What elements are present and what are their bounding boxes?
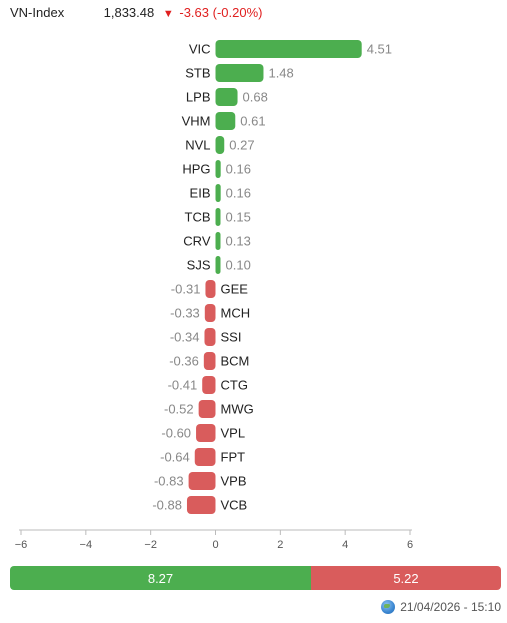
bar-fpt <box>194 448 216 466</box>
contribution-bar-chart: VIC 4.51 STB 1.48 LPB 0.68 VHM 0.61 NVL 0.27 HPG 0.… <box>15 40 413 551</box>
category-label-ssi: SSI <box>221 330 242 345</box>
bar-vcb <box>186 496 216 514</box>
bar-vpl <box>196 424 216 442</box>
category-label-tcb: TCB <box>185 210 211 225</box>
advance-decline-summary: 8.27 5.22 <box>10 566 501 590</box>
bar-mch <box>204 304 216 322</box>
index-change: -3.63 (-0.20%) <box>179 5 263 20</box>
value-label-bcm: -0.36 <box>169 354 199 369</box>
x-axis: −6 −4 −2 0 2 4 6 <box>15 529 413 551</box>
bar-sjs <box>215 256 221 274</box>
bar-vhm <box>215 112 236 130</box>
value-label-ctg: -0.41 <box>168 378 198 393</box>
category-label-vpl: VPL <box>221 426 246 441</box>
globe-icon <box>381 600 396 614</box>
category-label-stb: STB <box>185 66 210 81</box>
category-label-sjs: SJS <box>187 258 211 273</box>
bar-gee <box>205 280 216 298</box>
bar-crv <box>215 232 221 250</box>
bar-mwg <box>198 400 216 418</box>
value-label-lpb: 0.68 <box>243 90 268 105</box>
value-label-vcb: -0.88 <box>152 498 182 513</box>
x-tick-label: −6 <box>15 539 28 551</box>
category-label-vhm: VHM <box>182 114 211 129</box>
category-label-mch: MCH <box>221 306 251 321</box>
bar-eib <box>215 184 221 202</box>
value-label-eib: 0.16 <box>226 186 251 201</box>
bars-group: VIC 4.51 STB 1.48 LPB 0.68 VHM 0.61 NVL 0.27 HPG 0.… <box>152 40 392 514</box>
category-label-gee: GEE <box>221 282 249 297</box>
summary-down-bar: 5.22 <box>311 566 501 590</box>
value-label-ssi: -0.34 <box>170 330 200 345</box>
down-arrow-icon: ▼ <box>162 8 174 20</box>
category-label-vic: VIC <box>189 42 211 57</box>
value-label-gee: -0.31 <box>171 282 201 297</box>
bar-ssi <box>204 328 216 346</box>
bar-hpg <box>215 160 221 178</box>
bar-bcm <box>203 352 216 370</box>
category-label-nvl: NVL <box>185 138 210 153</box>
bar-vic <box>215 40 362 58</box>
bar-ctg <box>202 376 216 394</box>
bar-nvl <box>215 136 225 154</box>
x-tick-label: −4 <box>80 539 93 551</box>
value-label-mwg: -0.52 <box>164 402 194 417</box>
category-label-vcb: VCB <box>221 498 248 513</box>
category-label-ctg: CTG <box>221 378 248 393</box>
bar-vpb <box>188 472 216 490</box>
value-label-sjs: 0.10 <box>226 258 251 273</box>
index-value: 1,833.48 <box>103 5 155 20</box>
category-label-hpg: HPG <box>182 162 210 177</box>
footer: 21/04/2026 - 15:10 <box>381 600 501 614</box>
value-label-mch: -0.33 <box>170 306 200 321</box>
index-name: VN-Index <box>10 5 65 20</box>
value-label-fpt: -0.64 <box>160 450 190 465</box>
category-label-lpb: LPB <box>186 90 211 105</box>
value-label-vic: 4.51 <box>367 42 392 57</box>
value-label-crv: 0.13 <box>226 234 251 249</box>
value-label-vhm: 0.61 <box>240 114 265 129</box>
value-label-stb: 1.48 <box>268 66 293 81</box>
value-label-tcb: 0.15 <box>226 210 251 225</box>
category-label-eib: EIB <box>190 186 211 201</box>
category-label-crv: CRV <box>183 234 211 249</box>
value-label-vpb: -0.83 <box>154 474 184 489</box>
x-tick-label: 2 <box>277 539 283 551</box>
category-label-fpt: FPT <box>221 450 246 465</box>
summary-up-bar: 8.27 <box>10 566 311 590</box>
bar-stb <box>215 64 264 82</box>
bar-tcb <box>215 208 221 226</box>
x-tick-label: 4 <box>342 539 348 551</box>
category-label-bcm: BCM <box>221 354 250 369</box>
category-label-mwg: MWG <box>221 402 254 417</box>
x-tick-label: −2 <box>144 539 157 551</box>
value-label-vpl: -0.60 <box>161 426 191 441</box>
bar-lpb <box>215 88 238 106</box>
value-label-nvl: 0.27 <box>229 138 254 153</box>
index-header: VN-Index 1,833.48 ▼ -3.63 (-0.20%) <box>10 5 262 20</box>
category-label-vpb: VPB <box>221 474 247 489</box>
x-tick-label: 0 <box>212 539 218 551</box>
x-tick-label: 6 <box>407 539 413 551</box>
timestamp: 21/04/2026 - 15:10 <box>400 600 501 614</box>
value-label-hpg: 0.16 <box>226 162 251 177</box>
